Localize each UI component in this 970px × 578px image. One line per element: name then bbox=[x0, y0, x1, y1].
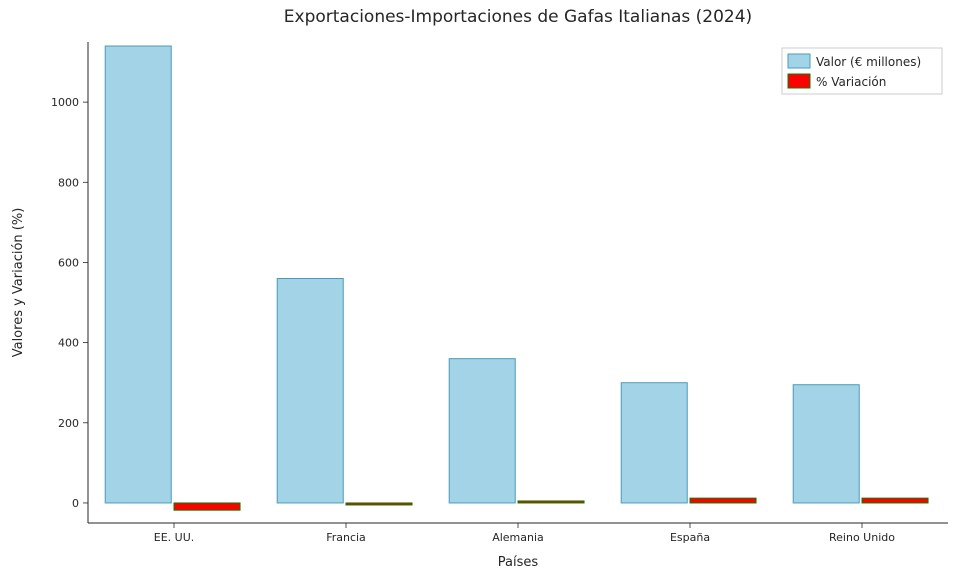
x-tick-label: EE. UU. bbox=[154, 531, 195, 544]
x-tick-label: España bbox=[670, 531, 710, 544]
legend-swatch bbox=[788, 74, 810, 88]
y-tick-label: 200 bbox=[58, 417, 79, 430]
x-tick-label: Alemania bbox=[492, 531, 544, 544]
legend-swatch bbox=[788, 54, 810, 68]
y-tick-label: 800 bbox=[58, 176, 79, 189]
y-tick-label: 600 bbox=[58, 256, 79, 269]
legend-label: % Variación bbox=[816, 75, 886, 89]
value-bar bbox=[449, 359, 515, 503]
variation-bar bbox=[174, 503, 240, 510]
value-bar bbox=[105, 46, 171, 503]
variation-bar bbox=[518, 501, 584, 503]
x-axis-label: Países bbox=[498, 555, 539, 570]
chart-title: Exportaciones-Importaciones de Gafas Ita… bbox=[284, 7, 752, 27]
variation-bar bbox=[862, 498, 928, 503]
y-tick-label: 1000 bbox=[51, 96, 79, 109]
value-bar bbox=[277, 278, 343, 502]
variation-bar bbox=[346, 503, 412, 505]
x-tick-label: Francia bbox=[326, 531, 366, 544]
value-bar bbox=[621, 383, 687, 503]
y-axis-label: Valores y Variación (%) bbox=[11, 208, 26, 358]
variation-bar bbox=[690, 498, 756, 503]
x-tick-label: Reino Unido bbox=[829, 531, 895, 544]
y-tick-label: 0 bbox=[72, 497, 79, 510]
y-tick-label: 400 bbox=[58, 337, 79, 350]
value-bar bbox=[793, 385, 859, 503]
chart-container: 0 200 400 600 800 1000 EE. UU. Francia Alemania E… bbox=[0, 0, 970, 578]
bar-chart: 0 200 400 600 800 1000 EE. UU. Francia Alemania E… bbox=[0, 0, 970, 578]
legend-label: Valor (€ millones) bbox=[816, 55, 921, 69]
